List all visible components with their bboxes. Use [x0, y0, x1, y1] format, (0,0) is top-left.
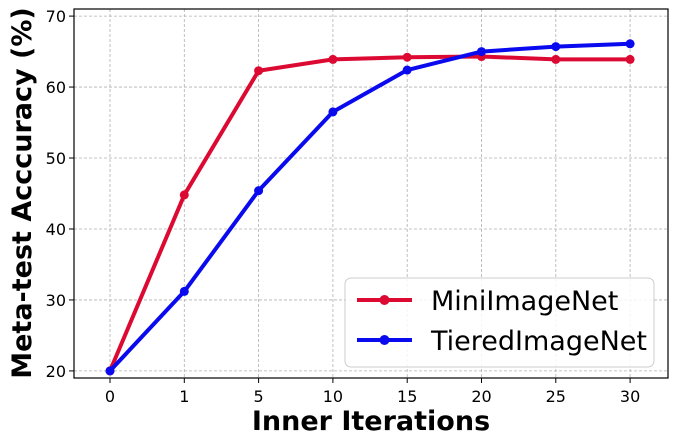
series-line: [108, 41, 633, 373]
legend-marker: [379, 335, 390, 345]
data-point: [402, 65, 412, 75]
y-tick-label: 40: [46, 220, 66, 239]
legend-marker: [379, 295, 390, 305]
data-point: [625, 39, 635, 49]
y-axis-ticks: 20 30 40 50 60 70: [46, 7, 74, 381]
data-point: [179, 190, 189, 200]
y-tick-label: 30: [46, 291, 66, 310]
legend-label: TieredImageNet: [430, 326, 647, 357]
x-tick-label: 20: [471, 387, 491, 406]
data-point: [551, 42, 561, 52]
data-point: [402, 52, 412, 62]
data-point: [254, 66, 264, 76]
y-tick-label: 50: [46, 149, 66, 168]
plot-area-frame: [73, 8, 669, 379]
y-tick-label: 20: [46, 362, 66, 381]
series-lines: [105, 39, 635, 376]
x-tick-label: 30: [620, 387, 640, 406]
data-point: [254, 186, 264, 196]
y-axis-label: Meta-test Acccuracy (%): [7, 7, 38, 379]
x-tick-label: 0: [105, 387, 115, 406]
data-point: [625, 54, 635, 64]
legend-box: [344, 277, 655, 368]
data-point: [179, 286, 189, 296]
legend: MiniImageNet TieredImageNet: [344, 277, 655, 368]
data-point: [105, 366, 115, 376]
data-point: [551, 54, 561, 64]
series-line: [108, 54, 633, 373]
series-tieredimagenet: [105, 39, 635, 376]
x-tick-label: 1: [179, 387, 189, 406]
x-tick-label: 15: [397, 387, 417, 406]
legend-label: MiniImageNet: [431, 286, 618, 317]
x-tick-label: 5: [254, 387, 264, 406]
data-point: [328, 54, 338, 64]
data-point: [477, 47, 486, 57]
x-axis-ticks: 0 1 5 10 15 20 25 30: [105, 378, 640, 406]
x-tick-label: 25: [546, 387, 566, 406]
x-axis-label: Inner Iterations: [252, 406, 490, 437]
y-tick-label: 70: [46, 7, 66, 26]
y-tick-label: 60: [46, 78, 66, 97]
data-point: [328, 107, 338, 117]
x-tick-label: 10: [323, 387, 343, 406]
